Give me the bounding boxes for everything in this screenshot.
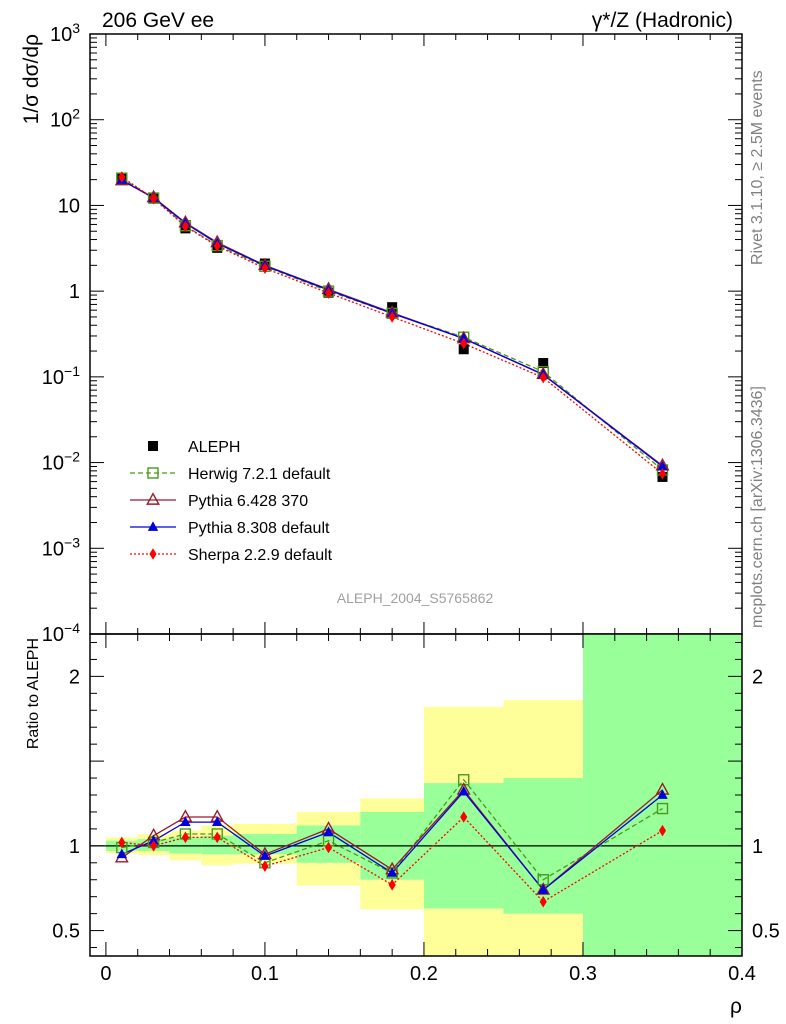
legend-entry-pythia-8-308-default: Pythia 8.308 default	[188, 520, 330, 537]
ratio-y-axis-label: Ratio to ALEPH	[25, 638, 42, 749]
ratio-y-tick-label-right-2: 2	[752, 666, 763, 688]
main-series-line-pythia-8-308-default	[121, 179, 663, 468]
main-series-line-herwig-7-2-1-default	[121, 177, 663, 471]
ratio-point-sherpa-2-2-9-default-6	[388, 879, 396, 891]
ratio-panel: 0.5 0.5 1 1 2 2 0 0.1 0.2 0.3 0.4 Ratio to ALEPH ρ	[25, 633, 780, 1018]
main-series-line-sherpa-2-2-9-default	[121, 176, 663, 475]
ratio-point-sherpa-2-2-9-default-5	[324, 841, 333, 854]
main-point-sherpa-2-2-9-default-7	[460, 337, 468, 350]
ratio-point-pythia-8-308-default-9	[657, 789, 668, 799]
main-point-aleph-8	[538, 358, 549, 369]
uncertainty-band-green-4	[233, 833, 297, 855]
legend-entry-pythia-6-428-370: Pythia 6.428 370	[188, 493, 308, 510]
ratio-x-tick-label-1: 0.1	[251, 963, 279, 985]
main-point-sherpa-2-2-9-default-1	[150, 192, 158, 205]
main-point-pythia-6-428-370-0	[114, 172, 129, 186]
main-plot-frame	[89, 33, 743, 635]
main-y-tick-label-0: 10−4	[42, 620, 80, 646]
legend-marker-pythia-6-428-370	[146, 492, 160, 505]
ratio-series-line-herwig-7-2-1-default	[121, 778, 663, 881]
ratio-y-tick-label-left-0: 0.5	[52, 921, 80, 943]
ratio-point-pythia-8-308-default-3	[211, 816, 223, 826]
uncertainty-band-green-3	[201, 835, 234, 855]
main-point-sherpa-2-2-9-default-2	[181, 220, 189, 233]
legend-marker-pythia-8-308-default	[147, 521, 159, 531]
ratio-x-tick-label-4: 0.4	[728, 963, 756, 985]
main-y-axis-label: 1/σ dσ/dρ	[20, 34, 43, 124]
ratio-x-tick-label-3: 0.3	[569, 963, 597, 985]
legend-marker-aleph	[148, 441, 158, 451]
main-y-tick-label-2: 10−2	[42, 449, 80, 475]
ratio-point-herwig-7-2-1-default-9	[656, 802, 669, 815]
ratio-x-tick-label-2: 0.2	[410, 963, 438, 985]
main-point-sherpa-2-2-9-default-5	[324, 287, 333, 299]
main-point-sherpa-2-2-9-default-9	[658, 468, 667, 480]
ratio-y-tick-label-right-0: 0.5	[752, 921, 780, 943]
main-point-sherpa-2-2-9-default-8	[539, 371, 547, 384]
main-y-tick-label-3: 10−1	[42, 363, 80, 389]
legend-marker-sherpa-2-2-9-default	[149, 548, 157, 560]
ratio-point-pythia-8-308-default-8	[537, 884, 549, 894]
ratio-y-tick-label-right-1: 1	[752, 836, 763, 858]
ratio-point-pythia-8-308-default-6	[386, 867, 398, 877]
header-left-label: 206 GeV ee	[102, 9, 214, 32]
ratio-point-sherpa-2-2-9-default-9	[658, 824, 667, 837]
ratio-point-sherpa-2-2-9-default-2	[181, 831, 189, 844]
main-point-sherpa-2-2-9-default-0	[118, 171, 126, 183]
ratio-point-pythia-8-308-default-5	[323, 826, 334, 837]
rivet-version-label: Rivet 3.1.10, ≥ 2.5M events	[749, 70, 766, 265]
ratio-point-pythia-8-308-default-1	[148, 834, 159, 845]
main-point-sherpa-2-2-9-default-3	[213, 240, 221, 252]
main-point-pythia-8-308-default-7	[458, 332, 469, 343]
ratio-series-line-pythia-8-308-default	[121, 790, 663, 891]
legend-entry-herwig-7-2-1-default: Herwig 7.2.1 default	[188, 466, 331, 483]
ratio-point-pythia-8-308-default-2	[180, 816, 191, 826]
ratio-point-pythia-8-308-default-4	[259, 850, 271, 860]
main-point-sherpa-2-2-9-default-6	[388, 311, 396, 323]
legend: ALEPH Herwig 7.2.1 default Pythia 6.428 37…	[130, 439, 333, 564]
main-y-tick-label-4: 1	[69, 281, 80, 303]
ratio-y-tick-label-left-2: 2	[69, 666, 80, 688]
ratio-point-pythia-6-428-370-8	[536, 882, 551, 895]
ratio-point-sherpa-2-2-9-default-3	[213, 831, 221, 844]
ratio-point-sherpa-2-2-9-default-1	[150, 840, 158, 852]
analysis-id-label: ALEPH_2004_S5765862	[337, 590, 494, 606]
header-right-label: γ*/Z (Hadronic)	[592, 9, 733, 32]
legend-marker-herwig-7-2-1-default	[147, 467, 159, 479]
ratio-point-pythia-8-308-default-0	[116, 848, 128, 859]
main-point-pythia-8-308-default-9	[657, 460, 668, 471]
ratio-x-tick-label-0: 0	[100, 963, 111, 985]
mcplots-label: mcplots.cern.ch [arXiv:1306.3436]	[749, 386, 766, 628]
main-point-sherpa-2-2-9-default-4	[261, 262, 269, 275]
ratio-point-sherpa-2-2-9-default-8	[539, 895, 547, 908]
main-y-tick-label-5: 10	[58, 195, 80, 217]
main-panel: 10−4 10−3 10−2 10−1 1 10 102 103 1/σ dσ/dρ ALEP…	[20, 20, 743, 646]
legend-entry-sherpa-2-2-9-default: Sherpa 2.2.9 default	[188, 547, 333, 564]
legend-entry-aleph: ALEPH	[188, 439, 240, 456]
ratio-y-tick-label-left-1: 1	[69, 836, 80, 858]
ratio-point-sherpa-2-2-9-default-7	[460, 811, 468, 823]
main-y-tick-label-1: 10−3	[42, 534, 80, 560]
ratio-series-line-sherpa-2-2-9-default	[121, 816, 663, 903]
ratio-point-sherpa-2-2-9-default-4	[261, 860, 269, 872]
ratio-point-sherpa-2-2-9-default-0	[118, 836, 126, 849]
ratio-point-pythia-8-308-default-7	[458, 785, 469, 796]
main-y-tick-label-6: 102	[50, 106, 80, 132]
main-series-line-pythia-6-428-370	[121, 179, 663, 467]
main-y-tick-label-7: 103	[50, 20, 80, 46]
x-axis-label: ρ	[730, 995, 742, 1018]
